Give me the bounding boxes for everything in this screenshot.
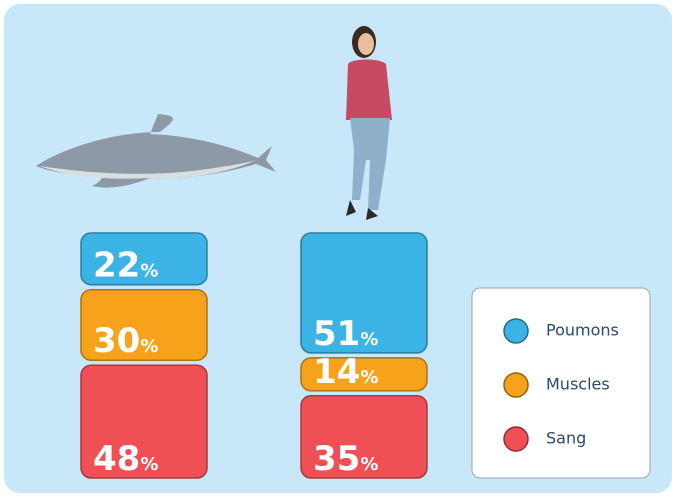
value-label: 14% — [313, 352, 378, 392]
bar-segment — [300, 357, 428, 392]
value-label: 35% — [313, 439, 378, 479]
value-label: 51% — [313, 314, 378, 354]
value-label: 48% — [93, 439, 158, 479]
legend-label: Sang — [546, 429, 586, 448]
legend-swatch — [503, 426, 529, 452]
value-label: 22% — [93, 246, 158, 286]
bar-segment — [80, 288, 208, 361]
bar-segment — [300, 232, 428, 354]
legend-label: Poumons — [546, 321, 619, 340]
value-label: 30% — [93, 321, 158, 361]
bar-segment — [80, 364, 208, 479]
legend-swatch — [503, 372, 529, 398]
dolphin-illustration — [36, 114, 276, 188]
bar-segment — [80, 232, 208, 286]
bar-segment — [300, 395, 428, 479]
legend-label: Muscles — [546, 375, 610, 394]
legend-swatch — [503, 318, 529, 344]
person-illustration — [346, 26, 392, 220]
